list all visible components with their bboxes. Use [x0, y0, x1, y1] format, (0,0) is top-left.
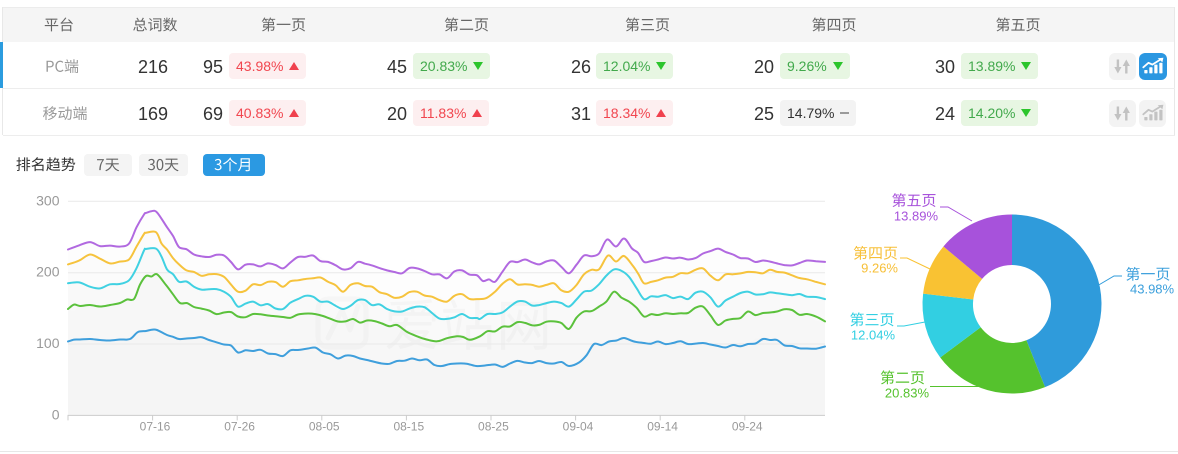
svg-text:9.26%: 9.26% [861, 261, 898, 276]
svg-text:20.83%: 20.83% [885, 386, 930, 401]
svg-text:07-26: 07-26 [224, 420, 255, 434]
svg-text:13.89%: 13.89% [894, 209, 939, 224]
svg-text:09-14: 09-14 [647, 420, 678, 434]
svg-text:09-04: 09-04 [563, 420, 594, 434]
svg-text:100: 100 [36, 335, 60, 351]
svg-text:08-15: 08-15 [393, 420, 424, 434]
svg-text:09-24: 09-24 [732, 420, 763, 434]
svg-text:07-16: 07-16 [140, 420, 171, 434]
svg-text:200: 200 [36, 264, 60, 280]
svg-text:12.04%: 12.04% [851, 328, 896, 343]
svg-text:0: 0 [52, 406, 60, 422]
svg-text:08-05: 08-05 [309, 420, 340, 434]
svg-text:300: 300 [36, 192, 60, 208]
svg-text:43.98%: 43.98% [1130, 282, 1175, 297]
svg-text:08-25: 08-25 [478, 420, 509, 434]
